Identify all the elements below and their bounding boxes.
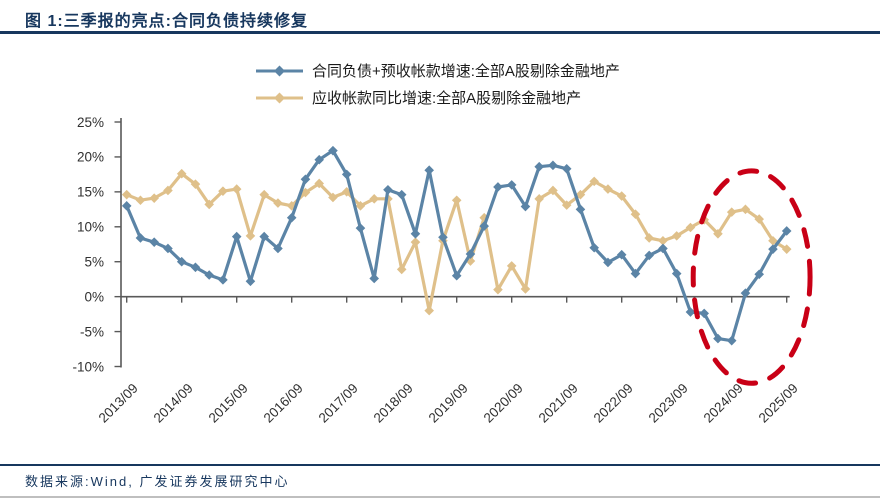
y-tick-label: -10% bbox=[72, 359, 104, 374]
x-tick-label: 2019/09 bbox=[426, 381, 471, 426]
x-tick-label: 2016/09 bbox=[261, 381, 306, 426]
x-tick-label: 2015/09 bbox=[206, 381, 251, 426]
y-tick-label: 5% bbox=[84, 255, 104, 270]
x-tick-label: 2018/09 bbox=[371, 381, 416, 426]
y-tick-label: -5% bbox=[80, 324, 104, 339]
series-line-accounts-receivable bbox=[125, 172, 789, 313]
x-tick-label: 2013/09 bbox=[96, 381, 141, 426]
x-tick-label: 2023/09 bbox=[646, 381, 691, 426]
chart-legend: 合同负债+预收帐款增速:全部A股剔除金融地产 应收帐款同比增速:全部A股剔除金融… bbox=[256, 57, 620, 111]
legend-label: 合同负债+预收帐款增速:全部A股剔除金融地产 bbox=[312, 63, 620, 80]
y-tick-label: 0% bbox=[84, 289, 104, 304]
x-tick-label: 2017/09 bbox=[316, 381, 361, 426]
x-tick-label: 2021/09 bbox=[536, 381, 581, 426]
y-tick-label: 20% bbox=[77, 150, 104, 165]
title-divider bbox=[0, 31, 880, 34]
x-tick-label: 2025/09 bbox=[756, 381, 801, 426]
source-note: 数据来源:Wind, 广发证券发展研究中心 bbox=[25, 474, 290, 489]
line-diamond-marker-icon bbox=[256, 92, 303, 104]
x-tick-label: 2024/09 bbox=[701, 381, 746, 426]
highlight-ellipse bbox=[690, 168, 813, 386]
x-tick-label: 2014/09 bbox=[151, 381, 196, 426]
y-tick-label: 25% bbox=[77, 115, 104, 130]
y-tick-label: 10% bbox=[77, 220, 104, 235]
legend-item-contract-liabilities: 合同负债+预收帐款增速:全部A股剔除金融地产 bbox=[256, 57, 620, 84]
line-diamond-marker-icon bbox=[256, 65, 303, 77]
x-tick-label: 2020/09 bbox=[481, 381, 526, 426]
legend-item-accounts-receivable: 应收帐款同比增速:全部A股剔除金融地产 bbox=[256, 84, 620, 111]
series-markers-contract-liabilities bbox=[121, 145, 792, 346]
y-tick-label: 15% bbox=[77, 185, 104, 200]
figure-title: 图 1:三季报的亮点:合同负债持续修复 bbox=[25, 13, 309, 30]
footer-divider bbox=[0, 464, 880, 466]
legend-label: 应收帐款同比增速:全部A股剔除金融地产 bbox=[312, 90, 582, 107]
series-markers-accounts-receivable bbox=[121, 168, 792, 316]
x-tick-label: 2022/09 bbox=[591, 381, 636, 426]
